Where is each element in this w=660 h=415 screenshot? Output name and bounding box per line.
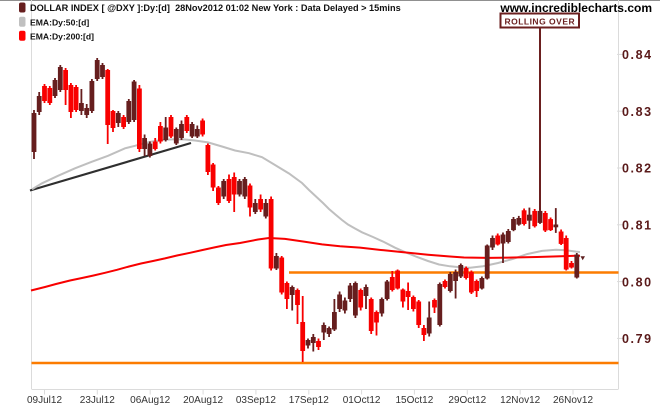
svg-text:www.incrediblecharts.com: www.incrediblecharts.com xyxy=(499,1,652,15)
svg-text:23Jul12: 23Jul12 xyxy=(80,395,115,406)
svg-text:0.82: 0.82 xyxy=(622,162,653,176)
svg-text:EMA:Dy:200:[d]: EMA:Dy:200:[d] xyxy=(30,32,94,42)
svg-text:0.81: 0.81 xyxy=(622,219,653,233)
svg-text:26Nov12: 26Nov12 xyxy=(553,395,593,406)
svg-text:15Oct12: 15Oct12 xyxy=(395,395,433,406)
svg-text:0.79: 0.79 xyxy=(622,332,653,346)
svg-text:03Sep12: 03Sep12 xyxy=(236,395,276,406)
svg-text:06Aug12: 06Aug12 xyxy=(130,395,170,406)
svg-text:29Oct12: 29Oct12 xyxy=(448,395,486,406)
svg-text:0.80: 0.80 xyxy=(622,275,653,289)
svg-text:DOLLAR INDEX [ @DXY ]:Dy:[d]: DOLLAR INDEX [ @DXY ]:Dy:[d] 28Nov2012 0… xyxy=(30,3,401,13)
svg-text:01Oct12: 01Oct12 xyxy=(343,395,381,406)
svg-text:17Sep12: 17Sep12 xyxy=(289,395,329,406)
svg-text:ROLLING OVER: ROLLING OVER xyxy=(504,16,575,26)
svg-text:12Nov12: 12Nov12 xyxy=(500,395,540,406)
svg-text:20Aug12: 20Aug12 xyxy=(183,395,223,406)
svg-text:09Jul12: 09Jul12 xyxy=(27,395,62,406)
svg-text:EMA:Dy:50:[d]: EMA:Dy:50:[d] xyxy=(30,18,89,28)
svg-text:0.83: 0.83 xyxy=(622,105,653,119)
svg-text:0.84: 0.84 xyxy=(622,48,653,62)
